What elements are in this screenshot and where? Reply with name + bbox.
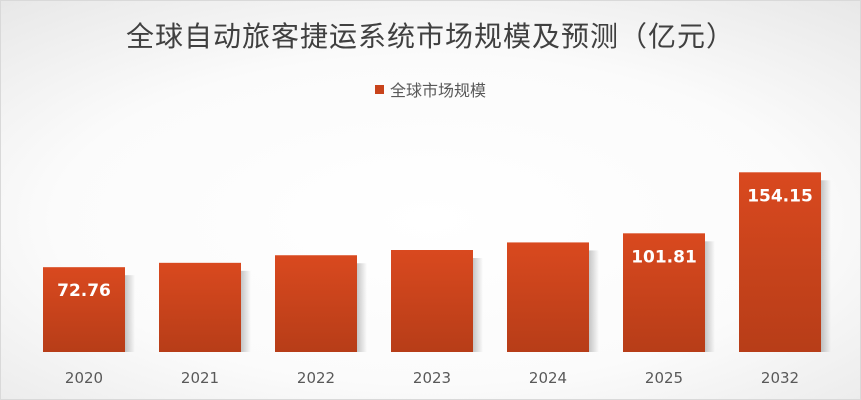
bar-2032 xyxy=(739,172,821,352)
x-tick-2032: 2032 xyxy=(761,369,799,387)
bar-2025 xyxy=(623,233,705,352)
bar-shadow xyxy=(821,180,831,352)
bar-shadow xyxy=(125,275,135,352)
data-label-2025: 101.81 xyxy=(631,247,697,267)
bars-layer: 72.76 2020 2021 2022 2023 2024 101.81 2025 154.1… xyxy=(43,172,831,387)
x-tick-2020: 2020 xyxy=(65,369,103,387)
bar-shadow xyxy=(589,250,599,352)
x-tick-2022: 2022 xyxy=(297,369,335,387)
bar-shadow xyxy=(705,241,715,352)
bar-shadow xyxy=(241,270,251,352)
bar-2023 xyxy=(391,250,473,352)
bar-2022 xyxy=(275,255,357,352)
bar-shadow xyxy=(473,258,483,352)
x-tick-2025: 2025 xyxy=(645,369,683,387)
legend-swatch xyxy=(374,84,384,94)
bar-shadow xyxy=(357,263,367,352)
chart-title: 全球自动旅客捷运系统市场规模及预测（亿元） xyxy=(125,20,735,53)
legend: 全球市场规模 xyxy=(1,77,860,101)
legend-label: 全球市场规模 xyxy=(389,81,486,100)
bar-2021 xyxy=(159,262,241,352)
data-label-2020: 72.76 xyxy=(57,281,111,301)
x-tick-2024: 2024 xyxy=(529,369,567,387)
x-tick-2023: 2023 xyxy=(413,369,451,387)
data-label-2032: 154.15 xyxy=(747,186,813,206)
x-tick-2021: 2021 xyxy=(181,369,219,387)
bar-2020 xyxy=(43,267,125,352)
bar-2024 xyxy=(507,242,589,352)
